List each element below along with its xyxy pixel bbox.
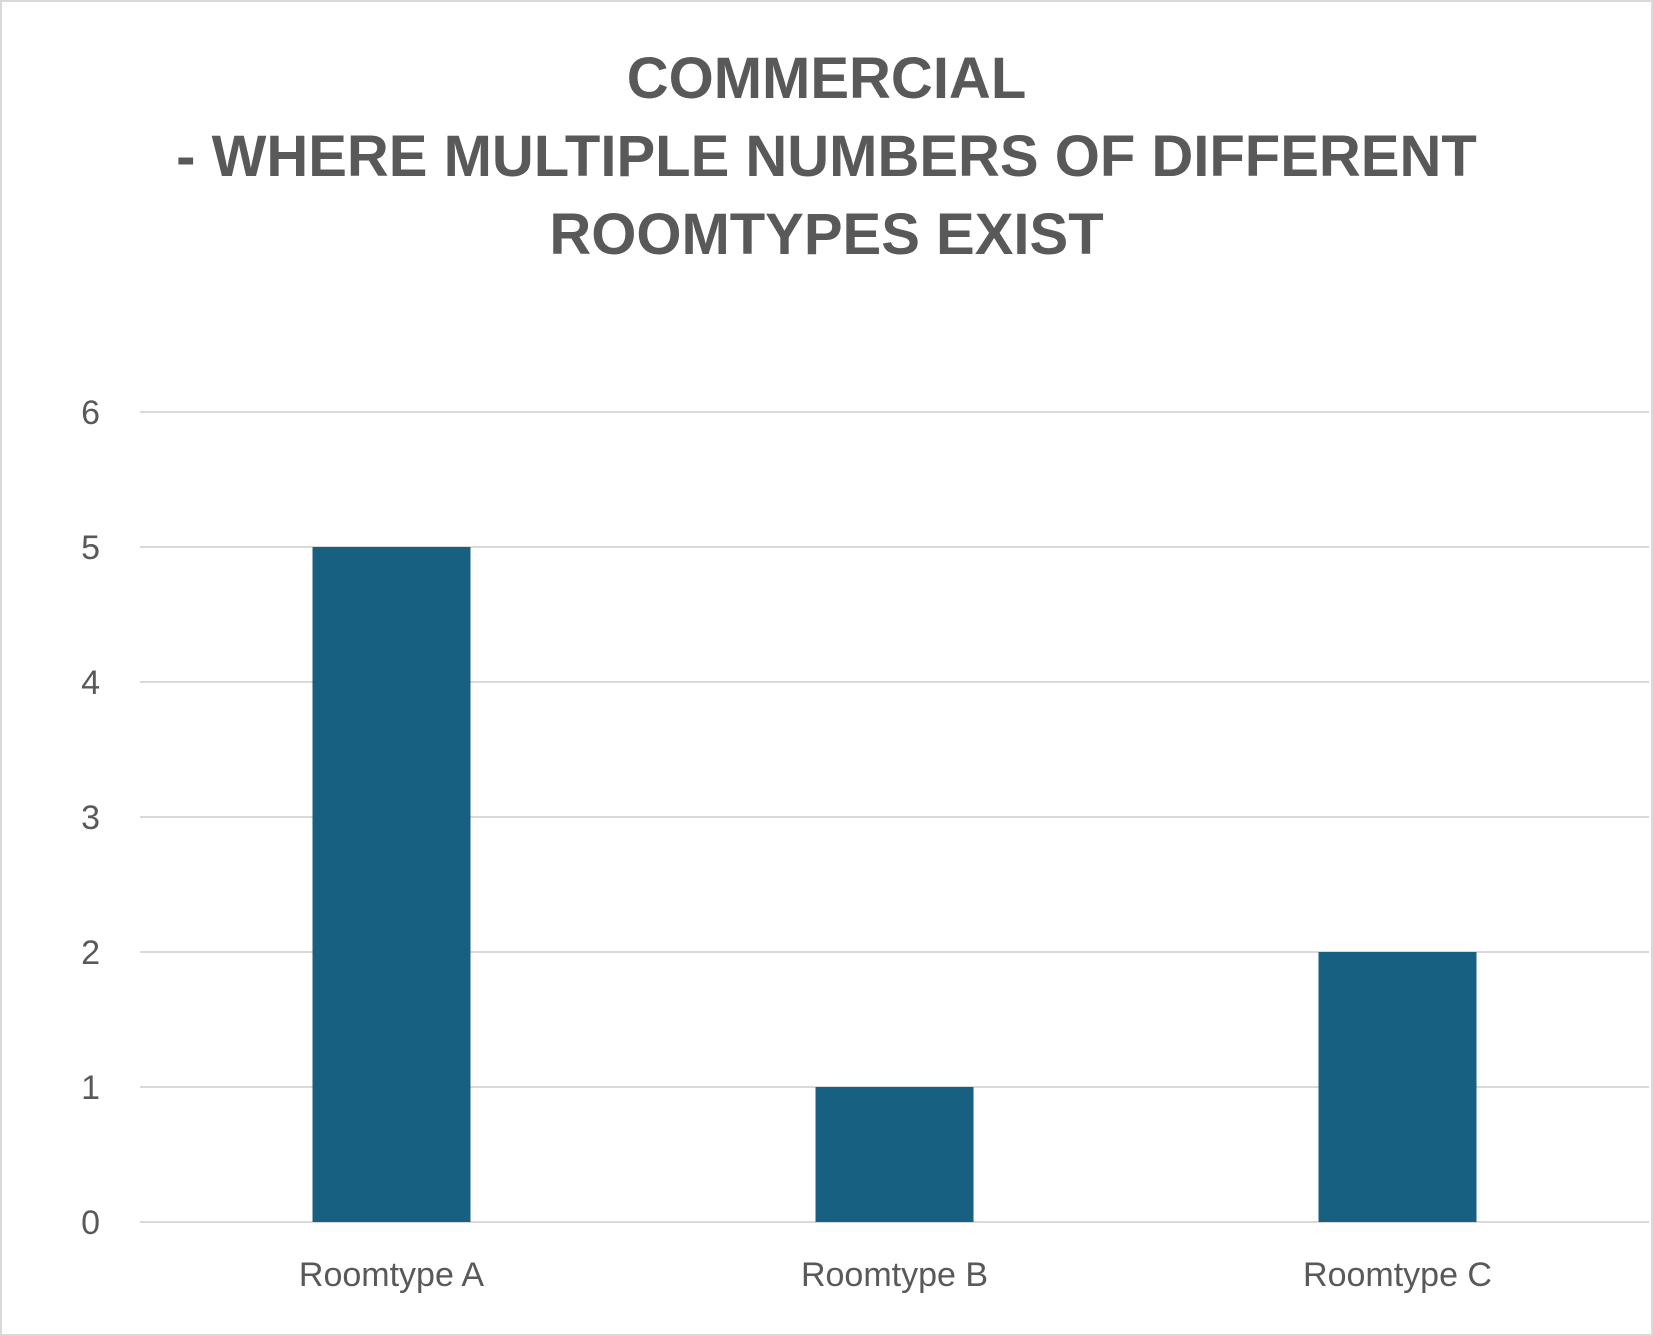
- chart-title-line-1: COMMERCIAL: [626, 46, 1027, 111]
- chart-title: COMMERCIAL - WHERE MULTIPLE NUMBERS OF D…: [0, 40, 1653, 274]
- y-tick-label-2: 2: [81, 934, 100, 972]
- y-tick-label-0: 0: [81, 1204, 100, 1242]
- bars: [312, 547, 1477, 1222]
- chart-title-line-3: ROOMTYPES EXIST: [549, 202, 1104, 267]
- y-tick-label-4: 4: [81, 664, 100, 702]
- y-tick-label-6: 6: [81, 394, 100, 432]
- y-tick-label-5: 5: [81, 529, 100, 567]
- x-category-label-roomtype-c: Roomtype C: [1303, 1256, 1492, 1294]
- y-axis-tick-labels: 0 1 2 3 4 5 6: [81, 394, 100, 1242]
- x-category-label-roomtype-b: Roomtype B: [801, 1256, 988, 1294]
- x-category-label-roomtype-a: Roomtype A: [299, 1256, 485, 1294]
- x-axis-category-labels: Roomtype A Roomtype B Roomtype C: [299, 1256, 1492, 1294]
- y-tick-label-3: 3: [81, 799, 100, 837]
- y-tick-label-1: 1: [81, 1069, 100, 1107]
- chart-title-line-2: - WHERE MULTIPLE NUMBERS OF DIFFERENT: [176, 124, 1477, 189]
- bar-roomtype-b: [815, 1087, 974, 1222]
- bar-roomtype-c: [1318, 952, 1477, 1222]
- bar-roomtype-a: [312, 547, 471, 1222]
